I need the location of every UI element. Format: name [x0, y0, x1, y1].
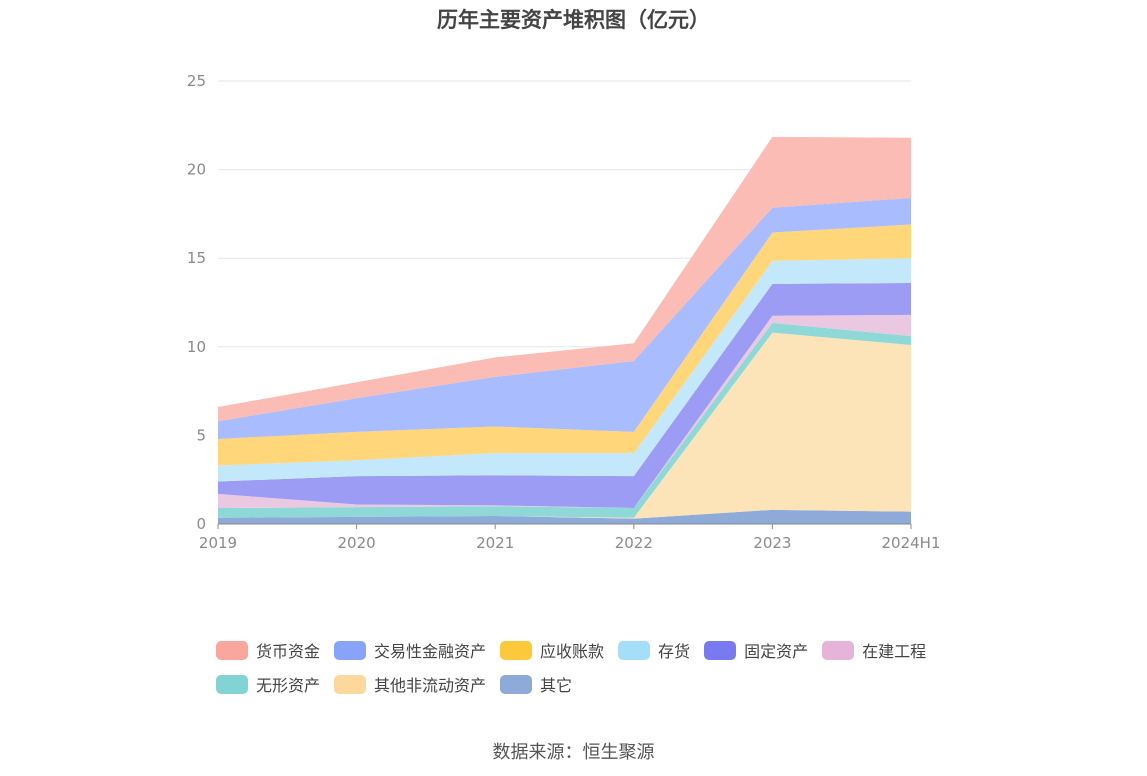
area-固定资产 [218, 283, 911, 509]
y-tick-label: 5 [196, 426, 206, 444]
legend-swatch [618, 640, 651, 660]
x-tick-label: 2021 [476, 534, 514, 552]
x-tick-label: 2023 [753, 534, 791, 552]
legend-swatch [216, 640, 248, 660]
legend-item[interactable]: 在建工程 [822, 638, 926, 662]
legend-item[interactable]: 其它 [500, 672, 572, 696]
legend-item[interactable]: 存货 [618, 638, 690, 662]
y-tick-label: 15 [187, 249, 206, 267]
legend-swatch [500, 640, 533, 660]
legend-label: 固定资产 [744, 642, 809, 661]
legend-item[interactable]: 交易性金融资产 [334, 638, 486, 662]
y-tick-label: 25 [187, 72, 206, 90]
area-其他非流动资产 [218, 332, 911, 519]
legend-swatch [704, 640, 737, 660]
legend-swatch [334, 640, 367, 660]
x-tick-label: 2019 [199, 534, 237, 552]
legend-item[interactable]: 货币资金 [216, 638, 320, 662]
legend-item[interactable]: 无形资产 [216, 672, 320, 696]
legend-item[interactable]: 固定资产 [704, 638, 808, 662]
area-应收账款 [218, 224, 911, 466]
area-存货 [218, 258, 911, 482]
legend: 货币资金 交易性金融资产 应收账款 存货 固定资产 在建工程无形资产 其他非流动资产 其它 [216, 638, 976, 706]
area-其它 [218, 509, 911, 524]
x-tick-label: 2024H1 [882, 534, 941, 552]
x-tick-label: 2022 [615, 534, 653, 552]
legend-label: 无形资产 [256, 676, 321, 695]
legend-label: 在建工程 [862, 642, 927, 661]
legend-swatch [500, 674, 533, 694]
area-无形资产 [218, 322, 911, 518]
legend-swatch [822, 640, 855, 660]
area-货币资金 [218, 136, 911, 422]
legend-label: 应收账款 [540, 642, 605, 661]
legend-swatch [216, 674, 248, 694]
chart-title: 历年主要资产堆积图（亿元） [437, 8, 710, 32]
legend-label: 交易性金融资产 [374, 642, 487, 661]
axes: 0 5 10 15 20 25 2019 2020 2021 2022 2023 2024H1 [187, 72, 941, 552]
legend-item[interactable]: 应收账款 [500, 638, 604, 662]
y-tick-label: 20 [187, 161, 206, 179]
legend-label: 存货 [658, 642, 691, 661]
stacked-area-chart: 0 5 10 15 20 25 2019 2020 2021 2022 2023 2024H1 [187, 72, 941, 552]
legend-label: 货币资金 [256, 642, 321, 661]
area-交易性金融资产 [218, 197, 911, 439]
legend-label: 其它 [540, 676, 573, 695]
y-tick-label: 10 [187, 338, 206, 356]
x-tick-label: 2020 [338, 534, 376, 552]
legend-label: 其他非流动资产 [374, 676, 487, 695]
area-series [218, 136, 911, 524]
legend-item[interactable]: 其他非流动资产 [334, 672, 486, 696]
legend-swatch [334, 674, 367, 694]
data-source: 数据来源：恒生聚源 [492, 742, 655, 763]
y-tick-label: 0 [196, 515, 206, 533]
